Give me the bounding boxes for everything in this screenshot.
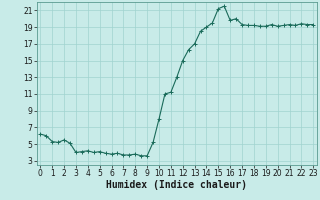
- X-axis label: Humidex (Indice chaleur): Humidex (Indice chaleur): [106, 180, 247, 190]
